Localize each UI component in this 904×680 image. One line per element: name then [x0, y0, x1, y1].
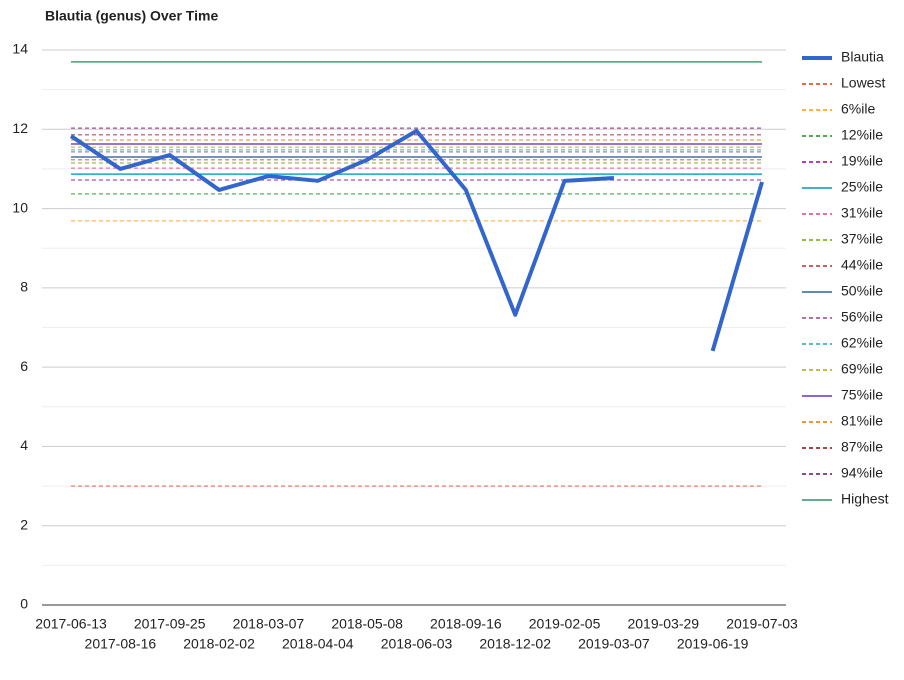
legend-label: 44%ile	[841, 257, 883, 273]
x-tick-label: 2019-06-19	[677, 636, 749, 652]
x-tick-label: 2017-08-16	[85, 636, 157, 652]
x-tick-label: 2018-02-02	[183, 636, 255, 652]
x-tick-label: 2019-07-03	[726, 616, 798, 632]
x-tick-label: 2018-12-02	[479, 636, 551, 652]
chart-title: Blautia (genus) Over Time	[45, 8, 218, 24]
y-tick-label: 8	[20, 279, 28, 295]
legend-label: Highest	[841, 491, 889, 507]
y-tick-label: 14	[12, 41, 28, 57]
legend-label: 75%ile	[841, 387, 883, 403]
legend-label: 50%ile	[841, 283, 883, 299]
x-tick-label: 2018-05-08	[331, 616, 403, 632]
legend-label: 6%ile	[841, 101, 875, 117]
x-tick-label: 2019-03-07	[578, 636, 650, 652]
y-tick-label: 10	[12, 199, 28, 215]
x-tick-label: 2017-06-13	[35, 616, 107, 632]
legend-label: 12%ile	[841, 127, 883, 143]
x-tick-label: 2018-04-04	[282, 636, 354, 652]
legend-label: 87%ile	[841, 439, 883, 455]
y-tick-label: 4	[20, 437, 28, 453]
legend-label: 25%ile	[841, 179, 883, 195]
x-tick-label: 2018-06-03	[381, 636, 453, 652]
data-line	[69, 128, 764, 352]
legend-label: Lowest	[841, 75, 885, 91]
x-tick-label: 2017-09-25	[134, 616, 206, 632]
legend-label: 81%ile	[841, 413, 883, 429]
legend-label: 31%ile	[841, 205, 883, 221]
legend-label: 94%ile	[841, 465, 883, 481]
x-tick-label: 2018-09-16	[430, 616, 502, 632]
y-tick-label: 0	[20, 596, 28, 612]
x-tick-label: 2019-02-05	[529, 616, 601, 632]
y-tick-label: 6	[20, 358, 28, 374]
legend-label: 56%ile	[841, 309, 883, 325]
legend-label: 37%ile	[841, 231, 883, 247]
x-tick-label: 2018-03-07	[233, 616, 305, 632]
legend-label: 62%ile	[841, 335, 883, 351]
y-tick-label: 2	[20, 516, 28, 532]
legend-label: 19%ile	[841, 153, 883, 169]
legend-label: Blautia	[841, 49, 884, 65]
legend-label: 69%ile	[841, 361, 883, 377]
y-tick-label: 12	[12, 120, 28, 136]
x-tick-label: 2019-03-29	[627, 616, 699, 632]
